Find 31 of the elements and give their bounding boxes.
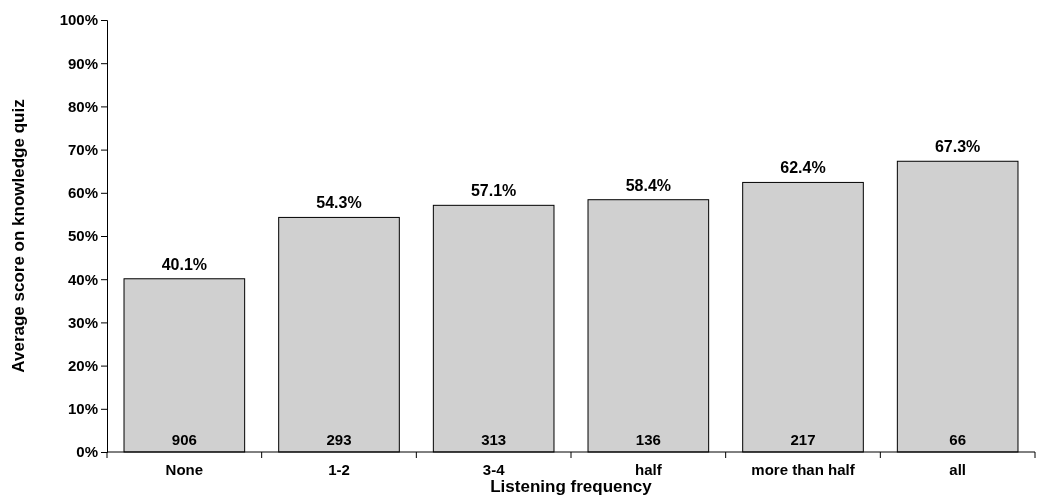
annotation: 293: [326, 431, 352, 448]
data-label: 57.1%: [470, 182, 517, 200]
y-tick-label: 90%: [67, 54, 98, 72]
y-axis-title: Average score on knowledge quiz: [9, 99, 28, 373]
x-tick-label: 1-2: [328, 461, 350, 478]
y-tick-label: 30%: [67, 313, 98, 331]
x-tick-label: None: [165, 461, 204, 478]
data-label: 67.3%: [934, 138, 981, 156]
data-label: 62.4%: [780, 159, 826, 177]
annotation: 906: [171, 431, 197, 448]
y-tick-label: 50%: [67, 227, 98, 245]
annotation: 136: [635, 431, 661, 448]
x-tick-label: 3-4: [482, 461, 506, 478]
x-axis-title: Listening frequency: [490, 477, 653, 496]
y-tick-label: 10%: [67, 400, 98, 418]
data-label: 40.1%: [161, 255, 208, 273]
x-tick-label: more than half: [751, 461, 856, 478]
y-tick-label: 70%: [67, 140, 98, 158]
data-label: 54.3%: [316, 194, 362, 212]
x-tick-label: half: [635, 461, 663, 478]
y-tick-label: 80%: [67, 97, 98, 115]
y-tick-label: 100%: [59, 11, 98, 29]
y-tick-label: 20%: [67, 356, 98, 374]
y-tick-label: 60%: [67, 184, 98, 202]
y-tick-label: 0%: [76, 443, 98, 461]
x-tick-label: all: [949, 461, 967, 478]
annotation: 217: [790, 431, 816, 448]
data-label: 58.4%: [625, 176, 672, 194]
annotation: 66: [949, 431, 967, 448]
y-tick-label: 40%: [67, 270, 98, 288]
annotation: 313: [481, 431, 507, 448]
